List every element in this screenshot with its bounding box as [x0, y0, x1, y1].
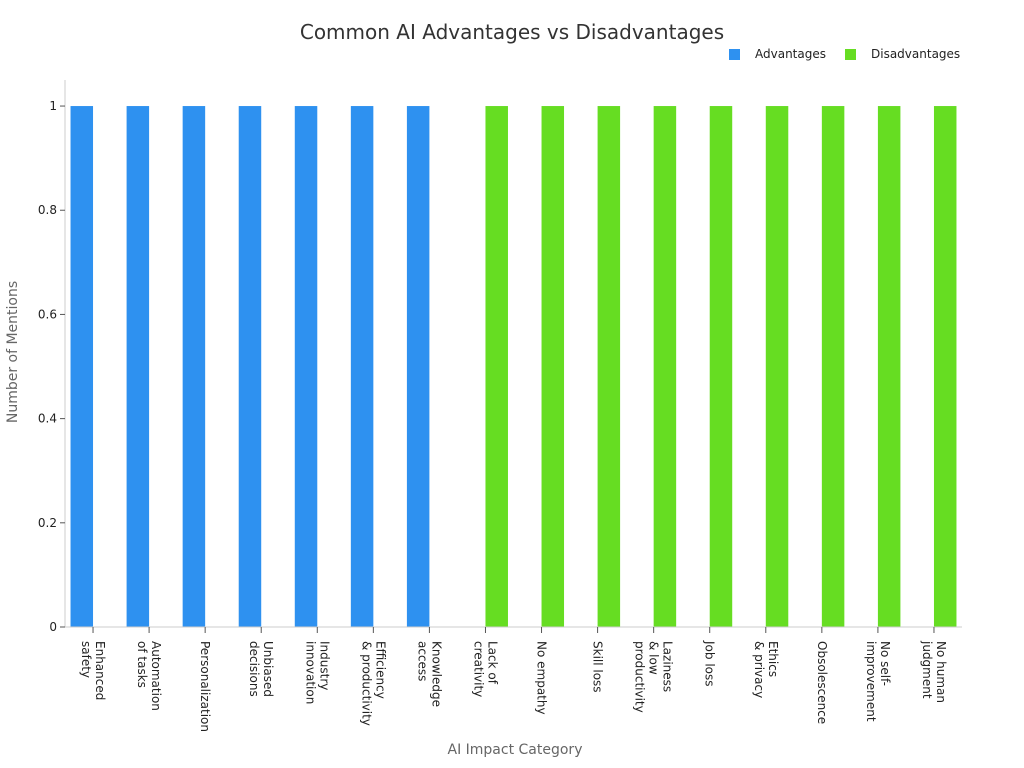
- y-tick-label: 0.2: [38, 516, 57, 530]
- chart-title: Common AI Advantages vs Disadvantages: [299, 20, 725, 44]
- x-tick-label: No human judgment: [919, 641, 948, 703]
- y-tick-label: 0.4: [38, 412, 57, 426]
- x-tick-label: Lack of creativity: [471, 641, 500, 698]
- legend-label: Disadvantages: [871, 47, 961, 61]
- bar-disadvantages-11: [709, 106, 733, 628]
- x-tick-label: Enhanced safety: [79, 641, 108, 701]
- x-axis-label: AI Impact Category: [447, 742, 583, 758]
- bar-advantages-5: [350, 106, 374, 628]
- bar-disadvantages-13: [821, 106, 845, 628]
- legend-item-disadvantages[interactable]: Disadvantages: [845, 47, 960, 61]
- bar-advantages-0: [70, 106, 94, 628]
- bar-advantages-2: [182, 106, 206, 628]
- y-tick-label: 0.8: [38, 203, 57, 217]
- x-tick-label: Knowledge access: [415, 641, 444, 707]
- x-tick-label: Industry innovation: [303, 641, 332, 705]
- legend-item-advantages[interactable]: Advantages: [729, 47, 826, 61]
- bar-disadvantages-10: [653, 106, 677, 628]
- x-tick-label: Unbiased decisions: [247, 641, 276, 697]
- bar-disadvantages-9: [597, 106, 621, 628]
- y-tick-label: 0.6: [38, 307, 57, 321]
- legend-swatch-advantages: [729, 48, 740, 60]
- y-tick-label: 0: [49, 620, 57, 634]
- bar-disadvantages-15: [933, 106, 957, 628]
- x-tick-label: Automation of tasks: [135, 641, 164, 711]
- bar-advantages-3: [238, 106, 262, 628]
- legend-swatch-disadvantages: [845, 48, 856, 60]
- x-tick-label: Ethics & privacy: [751, 641, 780, 699]
- x-tick-label: Laziness & low productivity: [632, 641, 675, 713]
- x-tick-label: Obsolescence: [814, 641, 829, 725]
- legend-label: Advantages: [755, 47, 826, 61]
- bar-disadvantages-8: [541, 106, 565, 628]
- bar-disadvantages-14: [877, 106, 901, 628]
- bar-disadvantages-12: [765, 106, 789, 628]
- y-axis-label: Number of Mentions: [5, 280, 21, 424]
- y-tick-label: 1: [49, 99, 57, 113]
- bar-disadvantages-7: [485, 106, 508, 628]
- x-tick-label: Personalization: [198, 641, 213, 732]
- bar-advantages-6: [406, 106, 430, 628]
- x-tick-label: Job loss: [702, 641, 717, 687]
- x-tick-label: No self- improvement: [863, 641, 892, 722]
- x-tick-label: No empathy: [534, 641, 549, 715]
- x-tick-label: Skill loss: [590, 641, 605, 693]
- bar-advantages-4: [294, 106, 318, 628]
- x-tick-label: Efficiency & productivity: [359, 641, 388, 726]
- bar-advantages-1: [126, 106, 150, 628]
